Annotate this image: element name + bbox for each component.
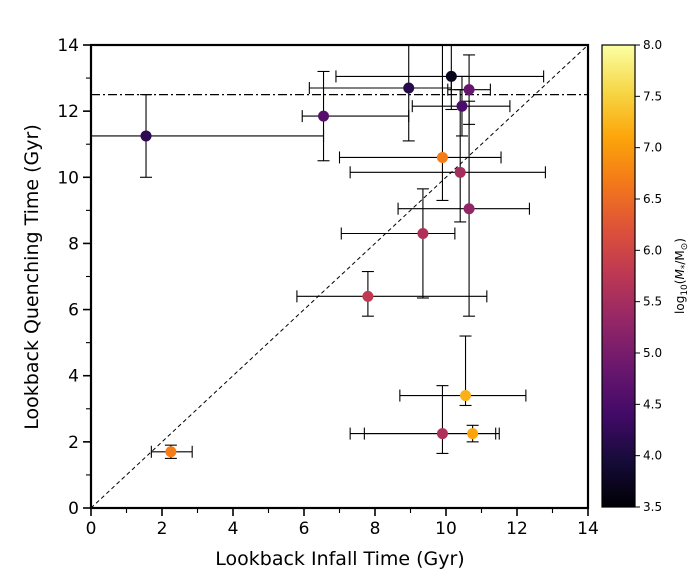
x-tick-label: 0 xyxy=(86,519,97,539)
colorbar-title-close: ) xyxy=(673,238,687,243)
y-tick-label: 8 xyxy=(68,234,79,254)
data-point-4 xyxy=(445,70,457,82)
data-point-11 xyxy=(362,290,374,302)
colorbar-tick-label: 6.0 xyxy=(643,243,662,257)
y-tick-label: 14 xyxy=(57,36,79,56)
colorbar-title-msun: M xyxy=(673,250,687,260)
error-bar-7 xyxy=(338,45,502,201)
colorbar-title-star: * xyxy=(680,264,690,269)
data-point-5 xyxy=(463,84,475,96)
colorbar: 3.54.04.55.05.56.06.57.07.58.0 log10(M*/… xyxy=(601,38,690,514)
data-point-7 xyxy=(436,151,448,163)
colorbar-tick-label: 6.5 xyxy=(643,192,662,206)
error-bar-8 xyxy=(349,89,546,223)
markers xyxy=(140,70,479,458)
data-point-2 xyxy=(318,110,330,122)
data-point-10 xyxy=(417,228,429,240)
y-axis-title: Lookback Quenching Time (Gyr) xyxy=(21,124,43,429)
y-tick-label: 10 xyxy=(57,168,79,188)
x-tick-label: 14 xyxy=(577,519,599,539)
x-axis-title: Lookback Infall Time (Gyr) xyxy=(215,548,464,570)
colorbar-tick-label: 4.5 xyxy=(643,397,662,411)
one-to-one-line xyxy=(91,45,588,508)
data-point-6 xyxy=(456,100,468,112)
data-point-12 xyxy=(460,390,472,402)
colorbar-title-sub: 10 xyxy=(680,284,690,296)
x-tick-label: 4 xyxy=(228,519,239,539)
colorbar-tick-label: 7.5 xyxy=(643,89,662,103)
data-point-14 xyxy=(467,428,479,440)
x-tick-label: 2 xyxy=(157,519,168,539)
grid-lines xyxy=(91,45,588,508)
colorbar-title-slash: / xyxy=(673,260,687,265)
y-tick-label: 0 xyxy=(68,499,79,519)
colorbar-title: log10(M*/M⊙) xyxy=(673,238,690,314)
colorbar-tick-label: 5.0 xyxy=(643,346,662,360)
colorbar-gradient xyxy=(601,44,636,508)
data-point-15 xyxy=(165,446,177,458)
y-tick-label: 12 xyxy=(57,102,79,122)
colorbar-title-m: M xyxy=(673,269,687,280)
colorbar-tick-label: 5.5 xyxy=(643,295,662,309)
colorbar-title-open: ( xyxy=(673,280,687,285)
data-point-9 xyxy=(463,203,475,215)
colorbar-tick-label: 3.5 xyxy=(643,500,662,514)
x-tick-label: 10 xyxy=(435,519,457,539)
colorbar-title-prefix: log xyxy=(673,296,687,314)
x-tick-label: 12 xyxy=(506,519,528,539)
error-bars xyxy=(91,45,546,459)
error-bar-1 xyxy=(91,94,325,178)
y-axis: 0 2 4 6 8 10 12 14 xyxy=(57,36,91,519)
error-bar-14 xyxy=(363,424,500,443)
data-point-13 xyxy=(436,428,448,440)
y-tick-label: 6 xyxy=(68,301,79,321)
colorbar-tick-label: 8.0 xyxy=(643,38,662,52)
error-bar-4 xyxy=(335,45,545,111)
y-tick-label: 2 xyxy=(68,433,79,453)
data-point-1 xyxy=(140,130,152,142)
error-bar-11 xyxy=(296,270,488,317)
data-point-8 xyxy=(454,166,466,178)
colorbar-tick-label: 4.0 xyxy=(643,449,662,463)
y-tick-label: 4 xyxy=(68,367,79,387)
error-bar-10 xyxy=(340,188,456,299)
x-tick-label: 8 xyxy=(370,519,381,539)
colorbar-tick-label: 7.0 xyxy=(643,141,662,155)
x-tick-label: 6 xyxy=(299,519,310,539)
colorbar-title-sun: ⊙ xyxy=(680,243,690,251)
colorbar-ticks: 3.5 4.0 4.5 5.0 5.5 6.0 6.5 7.0 7.5 8.0 xyxy=(635,38,662,514)
data-point-3 xyxy=(403,82,415,94)
error-bar-3 xyxy=(308,45,452,142)
x-axis: 0 2 4 6 8 10 12 14 xyxy=(86,508,599,539)
